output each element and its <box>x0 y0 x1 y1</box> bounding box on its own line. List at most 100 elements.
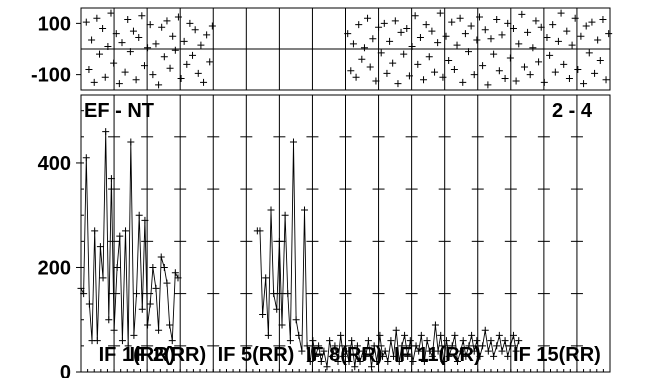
series-point <box>116 232 124 240</box>
series-point <box>437 331 445 339</box>
series-point <box>364 337 372 345</box>
series-point <box>468 331 476 339</box>
top-data-point <box>349 40 357 48</box>
series-point <box>373 358 381 366</box>
panel-annotation-left: EF - NT <box>84 100 154 122</box>
top-data-point <box>88 36 96 44</box>
top-data-point <box>456 14 464 22</box>
series-point <box>312 352 320 360</box>
top-data-point <box>138 12 146 20</box>
series-point <box>501 337 509 345</box>
top-data-point <box>464 48 472 56</box>
series-point <box>320 347 328 355</box>
top-data-point <box>397 28 405 36</box>
top-data-point <box>495 67 503 75</box>
top-data-point <box>360 44 368 52</box>
top-data-point <box>487 35 495 43</box>
top-data-point <box>515 40 523 48</box>
top-data-point <box>146 21 154 29</box>
top-data-point <box>557 9 565 17</box>
series-point <box>82 154 90 162</box>
series-point <box>281 211 289 219</box>
top-data-point <box>526 71 534 79</box>
top-data-point <box>588 18 596 26</box>
series-point <box>339 352 347 360</box>
top-data-point <box>479 62 487 70</box>
series-point <box>359 347 367 355</box>
top-data-point <box>476 13 484 21</box>
series-point <box>387 337 395 345</box>
series-point <box>362 352 370 360</box>
series-point <box>166 321 174 329</box>
top-data-point <box>358 55 366 63</box>
series-point <box>334 358 342 366</box>
top-data-point <box>380 19 388 27</box>
top-data-point <box>118 39 126 47</box>
top-data-point <box>563 27 571 35</box>
top-data-point <box>375 23 383 31</box>
series-point <box>348 337 356 345</box>
interval-label: IF 2(RR) <box>129 344 206 366</box>
series-point <box>434 347 442 355</box>
series-point <box>356 358 364 366</box>
series-point <box>504 352 512 360</box>
series-point <box>284 290 292 298</box>
series-point <box>512 347 520 355</box>
series-point <box>398 342 406 350</box>
series-point <box>442 337 450 345</box>
series-point <box>445 352 453 360</box>
top-data-point <box>602 76 610 84</box>
top-y-tick-label: -100 <box>31 65 71 87</box>
top-data-point <box>344 30 352 38</box>
top-data-point <box>560 60 568 68</box>
top-data-point <box>364 14 372 22</box>
series-point <box>370 342 378 350</box>
top-data-point <box>160 53 168 61</box>
top-data-point <box>520 63 528 71</box>
top-data-point <box>352 73 360 81</box>
top-data-point <box>453 41 461 49</box>
series-point <box>493 342 501 350</box>
top-data-point <box>512 77 520 85</box>
series-point <box>152 284 160 292</box>
top-data-point <box>540 78 548 86</box>
top-data-point <box>82 18 90 26</box>
series-point <box>141 216 149 224</box>
top-data-point <box>101 73 109 81</box>
series-point <box>415 347 423 355</box>
top-data-point <box>180 37 188 45</box>
top-data-point <box>585 49 593 57</box>
series-point <box>328 352 336 360</box>
series-point <box>93 337 101 345</box>
top-data-point <box>169 32 177 40</box>
series-point <box>323 363 331 371</box>
top-data-point <box>355 21 363 29</box>
top-data-point <box>132 76 140 84</box>
top-data-point <box>135 33 143 41</box>
series-point <box>342 347 350 355</box>
series-point <box>420 358 428 366</box>
series-point <box>457 347 465 355</box>
series-point <box>451 331 459 339</box>
top-data-point <box>596 57 604 65</box>
top-data-point <box>524 28 532 36</box>
top-data-point <box>206 58 214 66</box>
top-data-point <box>403 25 411 32</box>
series-point <box>157 253 165 261</box>
series-point <box>262 274 270 282</box>
top-data-point <box>594 36 602 44</box>
top-data-point <box>577 32 585 40</box>
top-data-point <box>535 58 543 66</box>
series-point <box>80 290 88 298</box>
series-point <box>476 352 484 360</box>
top-data-point <box>400 50 408 58</box>
series-point <box>264 331 272 339</box>
top-data-point <box>126 48 134 56</box>
top-data-point <box>518 10 526 18</box>
series-point <box>315 342 323 350</box>
top-data-point <box>546 51 554 59</box>
series-point <box>381 347 389 355</box>
series-point <box>401 331 409 339</box>
top-data-point <box>459 78 467 86</box>
